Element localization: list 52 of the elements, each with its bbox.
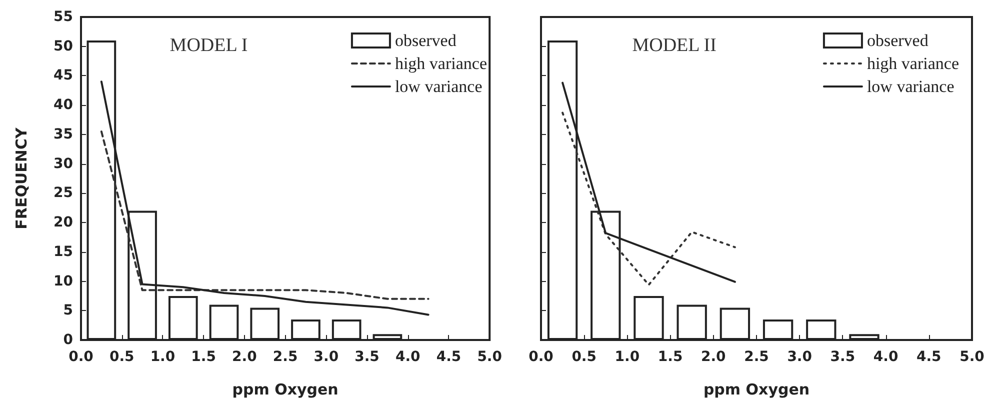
x-tick-label: 3.5: [354, 349, 380, 365]
x-tick-label: 3.0: [314, 349, 339, 365]
x-tick-label: 2.5: [744, 349, 769, 365]
legend-label: observed: [394, 31, 457, 50]
x-tick-label: 3.5: [830, 349, 856, 365]
y-tick-label: 55: [54, 9, 73, 25]
x-tick-label: 1.5: [191, 349, 216, 365]
x-tick-label: 0.0: [528, 349, 554, 365]
legend-label: high variance: [394, 54, 488, 73]
x-tick-label: 2.5: [272, 349, 298, 365]
x-tick-label: 5.0: [477, 349, 502, 365]
x-tick-label: 0.0: [68, 349, 94, 365]
bar: [634, 296, 664, 340]
y-tick-label: 40: [54, 97, 74, 114]
y-tick-label: 35: [54, 126, 73, 142]
x-tick-label: 0.5: [109, 349, 134, 365]
x-tick-label: 1.0: [150, 349, 176, 365]
x-tick-label: 4.0: [395, 349, 421, 365]
bar: [676, 304, 707, 340]
y-tick-label: 5: [63, 302, 73, 319]
y-axis-title: FREQUENCY: [12, 126, 30, 230]
x-tick-label: 1.5: [658, 349, 683, 365]
bar: [720, 308, 750, 340]
x-tick-label: 4.5: [916, 349, 942, 365]
y-tick-label: 0: [63, 332, 74, 348]
legend-label: observed: [866, 31, 929, 50]
y-tick-label: 45: [54, 68, 73, 84]
x-tick-label: 2.0: [232, 349, 258, 365]
x-axis-title: ppm Oxygen: [232, 380, 338, 398]
y-tick-label: 20: [54, 214, 74, 231]
bar: [806, 319, 836, 340]
legend-label: low variance: [394, 77, 482, 96]
bar: [762, 319, 794, 340]
x-axis-title: ppm Oxygen: [703, 380, 810, 398]
legend-label: high variance: [866, 54, 960, 73]
x-tick-label: 4.0: [873, 349, 898, 365]
bar: [849, 334, 880, 340]
legend-label: low variance: [866, 77, 954, 96]
x-tick-label: 0.5: [572, 349, 597, 365]
line-series: [100, 130, 430, 300]
x-tick-label: 1.0: [614, 349, 640, 365]
x-tick-label: 3.0: [787, 349, 812, 365]
y-tick-label: 10: [54, 273, 74, 290]
y-tick-label: 15: [54, 244, 73, 260]
x-tick-label: 4.5: [436, 349, 462, 365]
text: MODEL II: [632, 35, 716, 56]
y-tick-label: 25: [54, 185, 73, 202]
y-tick-label: 30: [54, 156, 74, 172]
y-tick-label: 50: [54, 38, 74, 54]
x-tick-label: 5.0: [960, 349, 985, 365]
x-tick-label: 2.0: [700, 349, 726, 365]
text: MODEL I: [170, 35, 248, 56]
